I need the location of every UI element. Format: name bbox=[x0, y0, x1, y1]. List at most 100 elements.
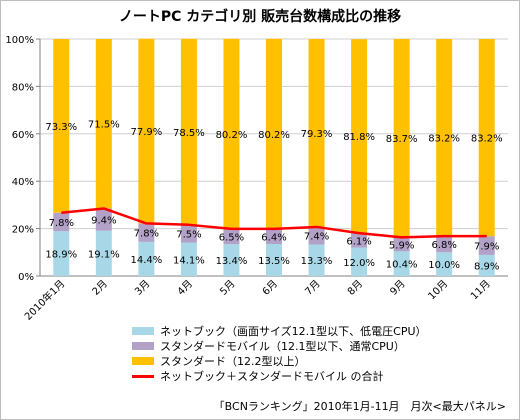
legend-item-standard: スタンダード（12.2型以上） bbox=[132, 354, 427, 368]
bar-segment-series-0 bbox=[436, 252, 453, 276]
data-label-series-1: 7.8% bbox=[134, 229, 159, 240]
bar-segment-series-2 bbox=[351, 39, 368, 234]
data-label-series-1: 6.8% bbox=[431, 240, 456, 251]
data-label-series-2: 83.7% bbox=[386, 134, 418, 145]
data-label-series-0: 8.9% bbox=[474, 261, 499, 272]
x-tick-label: 2月 bbox=[90, 278, 110, 298]
bar-segment-series-0 bbox=[478, 254, 495, 276]
bar-segment-series-0 bbox=[223, 244, 240, 276]
data-label-series-1: 5.9% bbox=[389, 240, 414, 251]
y-tick-label: 0% bbox=[18, 272, 34, 283]
y-tick-label: 80% bbox=[12, 82, 34, 93]
x-tick-label: 10月 bbox=[426, 278, 451, 303]
legend-label-standard-mobile: スタンダードモバイル（12.1型以下、通常CPU） bbox=[160, 340, 405, 353]
bar-segment-series-1 bbox=[393, 237, 410, 252]
legend-label-total-line: ネットブック＋スタンダードモバイル の合計 bbox=[160, 370, 384, 383]
bar-segment-series-1 bbox=[223, 228, 240, 245]
data-label-series-2: 73.3% bbox=[45, 122, 77, 133]
bar-segment-series-0 bbox=[138, 241, 155, 276]
data-label-series-0: 12.0% bbox=[343, 258, 375, 269]
data-label-series-0: 13.3% bbox=[301, 256, 333, 267]
y-tick-label: 100% bbox=[5, 35, 34, 46]
data-label-series-1: 6.1% bbox=[346, 236, 371, 247]
x-tick-label: 11月 bbox=[468, 278, 493, 303]
bar-segment-series-1 bbox=[351, 233, 368, 248]
data-label-series-2: 78.5% bbox=[173, 128, 205, 139]
bar-segment-series-2 bbox=[95, 39, 112, 209]
legend-swatch-standard bbox=[132, 357, 154, 365]
data-label-series-2: 71.5% bbox=[88, 120, 120, 131]
bar-segment-series-2 bbox=[138, 38, 155, 224]
bar-segment-series-0 bbox=[95, 230, 112, 276]
bar-segment-series-2 bbox=[180, 38, 197, 225]
data-label-series-2: 80.2% bbox=[216, 130, 248, 141]
legend-swatch-netbook bbox=[132, 327, 154, 335]
data-label-series-1: 9.4% bbox=[91, 216, 116, 227]
data-label-series-0: 18.9% bbox=[45, 250, 77, 261]
y-tick-label: 60% bbox=[12, 130, 34, 141]
bar-segment-series-1 bbox=[266, 228, 282, 245]
data-label-series-1: 6.4% bbox=[261, 232, 286, 243]
data-label-series-0: 19.1% bbox=[88, 249, 120, 260]
data-label-series-0: 13.4% bbox=[216, 256, 248, 267]
data-label-series-2: 81.8% bbox=[343, 132, 375, 143]
data-label-series-2: 77.9% bbox=[130, 127, 162, 138]
legend-swatch-standard-mobile bbox=[132, 342, 154, 350]
bar-segment-series-2 bbox=[266, 38, 282, 229]
data-label-series-1: 7.5% bbox=[176, 230, 201, 241]
bar-segment-series-1 bbox=[478, 236, 495, 255]
legend-label-standard: スタンダード（12.2型以上） bbox=[160, 355, 306, 368]
data-label-series-0: 10.4% bbox=[386, 260, 418, 271]
total-line bbox=[61, 207, 487, 239]
x-tick-label: 7月 bbox=[303, 278, 323, 298]
x-tick-label: 9月 bbox=[388, 278, 408, 298]
bar-segment-series-0 bbox=[308, 244, 325, 276]
x-tick-label: 6月 bbox=[260, 278, 280, 298]
data-label-series-0: 13.5% bbox=[258, 256, 290, 267]
bar-segment-series-1 bbox=[138, 223, 155, 242]
bar-segment-series-2 bbox=[436, 39, 453, 237]
bar-segment-series-2 bbox=[478, 39, 495, 237]
legend-label-netbook: ネットブック（画面サイズ12.1型以下、低電圧CPU） bbox=[160, 325, 427, 338]
y-tick-label: 40% bbox=[12, 177, 34, 188]
legend-item-total-line: ネットブック＋スタンダードモバイル の合計 bbox=[132, 369, 427, 383]
bar-segment-series-2 bbox=[223, 38, 240, 229]
y-tick-label: 20% bbox=[12, 225, 34, 236]
legend-item-standard-mobile: スタンダードモバイル（12.1型以下、通常CPU） bbox=[132, 339, 427, 353]
bar-segment-series-2 bbox=[393, 39, 410, 238]
bar-segment-series-0 bbox=[351, 247, 368, 276]
bar-segment-series-1 bbox=[308, 226, 325, 245]
bar-segment-series-1 bbox=[436, 236, 453, 253]
x-tick-label: 5月 bbox=[218, 278, 238, 298]
bar-segment-series-0 bbox=[393, 251, 410, 276]
bar-segment-series-0 bbox=[180, 242, 197, 276]
data-label-series-1: 7.4% bbox=[304, 232, 329, 243]
bar-segment-series-0 bbox=[53, 231, 70, 276]
chart-title: ノートPC カテゴリ別 販売台数構成比の推移 bbox=[118, 9, 402, 25]
chart-legend: ネットブック（画面サイズ12.1型以下、低電圧CPU） スタンダードモバイル（1… bbox=[132, 324, 427, 384]
bar-segment-series-1 bbox=[95, 208, 112, 231]
bar-segment-series-1 bbox=[180, 224, 197, 243]
data-label-series-1: 6.5% bbox=[219, 233, 244, 244]
data-label-series-0: 14.4% bbox=[130, 255, 162, 266]
data-label-series-1: 7.8% bbox=[49, 218, 74, 229]
data-label-series-1: 7.9% bbox=[474, 242, 499, 253]
data-label-series-2: 83.2% bbox=[471, 134, 503, 145]
x-tick-label: 2010年1月 bbox=[22, 277, 68, 323]
data-label-series-2: 79.3% bbox=[301, 129, 333, 140]
bar-segment-series-2 bbox=[53, 39, 70, 213]
bar-segment-series-1 bbox=[53, 212, 70, 232]
x-tick-label: 4月 bbox=[175, 278, 195, 298]
data-label-series-2: 80.2% bbox=[258, 130, 290, 141]
data-label-series-0: 14.1% bbox=[173, 255, 205, 266]
x-tick-label: 3月 bbox=[132, 278, 152, 298]
x-tick-label: 8月 bbox=[345, 278, 365, 298]
bar-segment-series-0 bbox=[266, 244, 282, 276]
legend-swatch-total-line bbox=[132, 374, 154, 378]
bar-segment-series-2 bbox=[308, 39, 325, 227]
data-label-series-2: 83.2% bbox=[428, 134, 460, 145]
legend-item-netbook: ネットブック（画面サイズ12.1型以下、低電圧CPU） bbox=[132, 324, 427, 338]
source-note: 「BCNランキング」2010年1月-11月 月次<最大パネル> bbox=[213, 400, 506, 413]
data-label-series-0: 10.0% bbox=[428, 260, 460, 271]
